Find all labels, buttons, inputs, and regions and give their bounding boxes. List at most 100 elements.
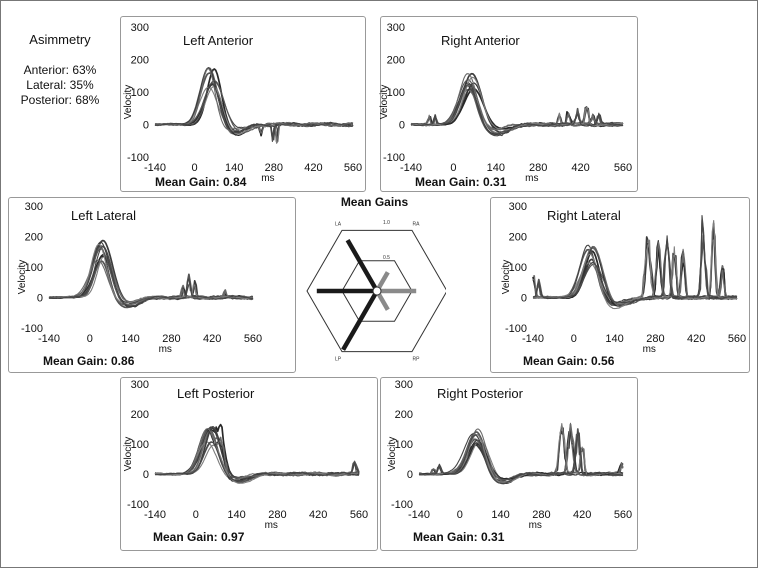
panel-right-anterior: 300 200 100 0 -100 -140 0 140 280 420 560 Velocity m… bbox=[379, 16, 638, 192]
y-axis-label: Velocity bbox=[387, 437, 398, 471]
velocity-trace bbox=[532, 239, 738, 304]
x-axis-label: ms bbox=[529, 520, 542, 531]
x-tick-label: 420 bbox=[687, 333, 705, 345]
y-tick-label: 0 bbox=[143, 120, 149, 132]
x-axis-label: ms bbox=[525, 173, 538, 184]
mean-gain-label: Mean Gain: 0.97 bbox=[153, 530, 245, 544]
radar-gain-spoke bbox=[345, 238, 379, 293]
asymmetry-posterior: Posterior: 68% bbox=[20, 93, 100, 107]
radar-axis-label: LP bbox=[335, 357, 342, 363]
x-tick-label: 420 bbox=[309, 509, 327, 521]
x-tick-label: 560 bbox=[614, 162, 632, 174]
y-tick-label: 100 bbox=[387, 87, 405, 99]
panel-right-lateral: 300 200 100 0 -100 -140 0 140 280 420 560 Velocity m… bbox=[490, 197, 750, 373]
x-tick-label: -140 bbox=[38, 333, 60, 345]
y-tick-label: 300 bbox=[131, 22, 149, 34]
x-tick-label: 560 bbox=[244, 333, 262, 345]
panel-title: Left Anterior bbox=[183, 33, 254, 48]
panel-right-posterior: 300 200 100 0 -100 -140 0 140 280 420 560 Velocity m… bbox=[380, 377, 638, 551]
radar-title: Mean Gains bbox=[340, 195, 409, 209]
y-tick-label: 200 bbox=[131, 409, 149, 421]
velocity-trace bbox=[154, 444, 360, 484]
radar-axis-label: LA bbox=[335, 222, 342, 228]
radar-ring-outer bbox=[306, 229, 448, 353]
y-tick-label: 100 bbox=[131, 87, 149, 99]
plot-left-posterior: 300 200 100 0 -100-140 0 140 280 420 560 Velocity m… bbox=[123, 379, 368, 531]
velocity-trace bbox=[154, 423, 360, 479]
velocity-trace bbox=[532, 219, 738, 304]
asymmetry-title: Asimmetry bbox=[29, 32, 91, 47]
x-tick-label: 0 bbox=[457, 509, 463, 521]
x-tick-label: 0 bbox=[571, 333, 577, 345]
radar-plot: 1.00.5LARARLRPLPLL bbox=[296, 220, 458, 363]
panel-title: Left Lateral bbox=[71, 208, 137, 223]
y-tick-label: 300 bbox=[509, 201, 527, 213]
x-tick-label: 560 bbox=[350, 509, 368, 521]
panel-title: Right Lateral bbox=[547, 208, 621, 223]
y-tick-label: 100 bbox=[131, 439, 149, 451]
y-tick-label: -100 bbox=[505, 323, 527, 335]
velocity-trace bbox=[154, 86, 354, 141]
x-tick-label: 280 bbox=[532, 509, 550, 521]
asymmetry-anterior: Anterior: 63% bbox=[23, 63, 97, 77]
velocity-trace bbox=[411, 76, 623, 131]
plot-right-anterior: 300 200 100 0 -100-140 0 140 280 420 560 Velocity m… bbox=[379, 22, 632, 184]
radar-ring-label-inner: 0.5 bbox=[383, 255, 390, 261]
x-tick-label: 0 bbox=[450, 162, 456, 174]
x-tick-label: -140 bbox=[144, 509, 166, 521]
y-tick-label: 0 bbox=[407, 469, 413, 481]
x-tick-label: 280 bbox=[646, 333, 664, 345]
x-tick-label: 420 bbox=[203, 333, 221, 345]
plot-left-lateral: 300 200 100 0 -100-140 0 140 280 420 560 Velocity m… bbox=[17, 201, 262, 355]
x-tick-label: 280 bbox=[265, 162, 283, 174]
velocity-trace bbox=[154, 86, 354, 144]
y-tick-label: 300 bbox=[387, 22, 405, 34]
velocity-trace bbox=[154, 428, 360, 481]
x-tick-label: 140 bbox=[225, 162, 243, 174]
x-tick-label: 140 bbox=[227, 509, 245, 521]
y-tick-label: 0 bbox=[521, 293, 527, 305]
mean-gains-radar: Mean Gains 1.00.5LARARLRPLPLL bbox=[296, 195, 458, 365]
mean-gain-label: Mean Gain: 0.31 bbox=[415, 175, 507, 189]
x-tick-label: 140 bbox=[487, 162, 505, 174]
panel-left-lateral: 300 200 100 0 -100 -140 0 140 280 420 560 Velocity m… bbox=[8, 197, 296, 373]
x-tick-label: -140 bbox=[522, 333, 544, 345]
velocity-trace bbox=[154, 441, 360, 482]
x-tick-label: 140 bbox=[491, 509, 509, 521]
velocity-trace bbox=[48, 245, 254, 307]
y-axis-label: Velocity bbox=[17, 260, 28, 294]
y-tick-label: -100 bbox=[127, 152, 149, 164]
velocity-trace bbox=[155, 80, 353, 143]
plot-right-posterior: 300 200 100 0 -100-140 0 140 280 420 560 Velocity m… bbox=[387, 379, 632, 531]
mean-gain-label: Mean Gain: 0.31 bbox=[413, 530, 505, 544]
y-tick-label: -100 bbox=[383, 152, 405, 164]
y-tick-label: 200 bbox=[387, 55, 405, 67]
x-tick-label: 560 bbox=[614, 509, 632, 521]
x-axis-label: ms bbox=[265, 520, 278, 531]
y-tick-label: 200 bbox=[25, 232, 43, 244]
x-tick-label: 420 bbox=[304, 162, 322, 174]
y-tick-label: -100 bbox=[21, 323, 43, 335]
velocity-trace bbox=[532, 219, 738, 310]
x-tick-label: 0 bbox=[87, 333, 93, 345]
panel-left-anterior: 300 200 100 0 -100 -140 0 140 280 420 560 Velocity m… bbox=[120, 16, 366, 192]
y-tick-label: 200 bbox=[131, 55, 149, 67]
x-tick-label: 0 bbox=[192, 162, 198, 174]
velocity-trace bbox=[154, 83, 354, 143]
panel-left-posterior: 300 200 100 0 -100 -140 0 140 280 420 560 Velocity m… bbox=[120, 377, 378, 551]
y-tick-label: 200 bbox=[509, 232, 527, 244]
radar-axis-label: RA bbox=[413, 222, 421, 228]
plot-left-anterior: 300 200 100 0 -100-140 0 140 280 420 560 Velocity m… bbox=[123, 22, 362, 184]
x-tick-label: -140 bbox=[144, 162, 166, 174]
x-tick-label: 420 bbox=[573, 509, 591, 521]
y-axis-label: Velocity bbox=[123, 85, 134, 119]
velocity-trace bbox=[418, 432, 624, 484]
x-tick-label: 280 bbox=[162, 333, 180, 345]
velocity-trace bbox=[533, 215, 738, 304]
velocity-trace bbox=[418, 423, 624, 480]
velocity-trace bbox=[48, 260, 254, 309]
y-axis-label: Velocity bbox=[501, 260, 512, 294]
y-tick-label: -100 bbox=[127, 499, 149, 511]
radar-axis-label: RP bbox=[413, 357, 421, 363]
